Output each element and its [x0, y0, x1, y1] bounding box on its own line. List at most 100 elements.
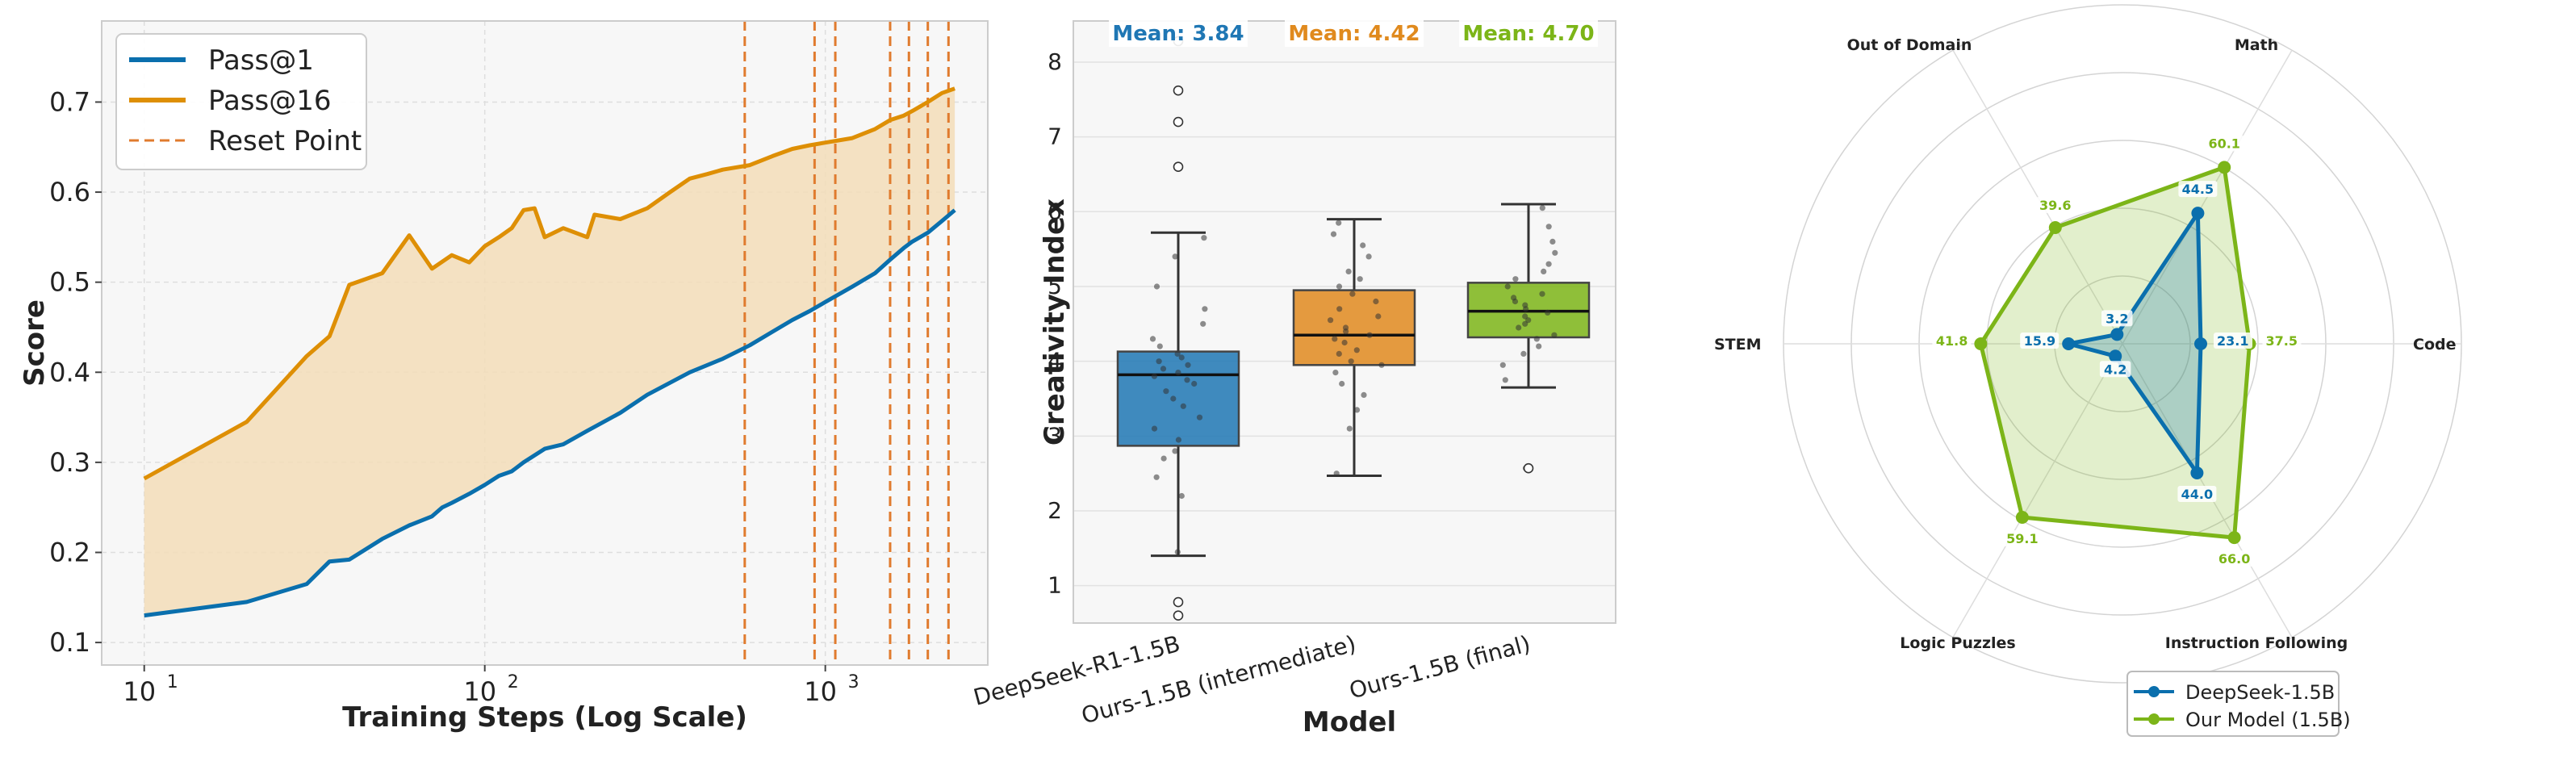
radar-category-labels: Math Code Instruction Following Logic Puzzl…	[1714, 36, 2456, 652]
data-point	[1184, 377, 1190, 383]
radar-legend-deepseek-label: DeepSeek-1.5B	[2185, 681, 2335, 704]
radar-category-label: Logic Puzzles	[1900, 634, 2015, 652]
data-point	[1178, 492, 1185, 500]
x-tick-label: 10	[123, 676, 156, 707]
data-point	[1201, 235, 1207, 241]
radar-chart-panel: Math Code Instruction Following Logic Puzzl…	[1714, 4, 2462, 737]
data-point	[1353, 407, 1361, 413]
data-point	[1549, 238, 1556, 245]
legend-pass1-label: Pass@1	[208, 44, 314, 77]
radar-value-bg	[2099, 361, 2131, 378]
data-point	[1336, 306, 1343, 312]
box-plot-y-ticks: 1 2 3 4 5 6 7 8	[1048, 48, 1062, 599]
data-point	[1191, 380, 1198, 387]
radar-spoke	[1952, 343, 2123, 638]
data-point	[1511, 295, 1517, 301]
data-point	[1346, 425, 1353, 432]
y-tick-label: 0.4	[49, 357, 90, 387]
data-point	[1360, 242, 1366, 249]
line-chart-x-label: Training Steps (Log Scale)	[342, 701, 747, 734]
data-point	[1336, 283, 1343, 290]
data-point	[1333, 471, 1340, 477]
y-tick-label: 0.6	[49, 177, 90, 207]
data-point	[1353, 347, 1360, 353]
deepseek-point	[2194, 337, 2207, 350]
x-tick-label: 10	[804, 676, 837, 707]
data-point	[1178, 354, 1185, 361]
data-point	[1336, 350, 1342, 357]
y-tick-label: 4	[1048, 348, 1062, 374]
data-point	[1200, 320, 1206, 327]
deepseek-value-label: 23.1	[2217, 333, 2248, 349]
data-point	[1336, 220, 1342, 226]
mean-label: Mean: 4.42	[1288, 22, 1420, 46]
ours-point	[2048, 221, 2062, 234]
data-point	[1539, 205, 1545, 211]
pass-gap-fill	[144, 88, 956, 616]
y-tick-label: 0.5	[49, 267, 90, 298]
legend-box	[115, 33, 367, 170]
ours-value-label: 37.5	[2266, 333, 2298, 349]
line-chart-y-label: Score	[19, 299, 51, 387]
data-point	[1153, 474, 1160, 480]
legend-pass16-label: Pass@16	[208, 85, 332, 117]
data-point	[1160, 455, 1167, 462]
deepseek-value-label: 44.0	[2181, 487, 2213, 502]
radar-category-label: Out of Domain	[1847, 36, 1972, 54]
data-point	[1499, 362, 1506, 368]
box-plot-boxes	[1116, 36, 1591, 621]
data-point	[1545, 261, 1552, 267]
data-point	[1545, 309, 1551, 316]
outlier-marker	[1173, 116, 1184, 128]
data-point	[1539, 291, 1545, 297]
radar-value-bg	[1932, 333, 1972, 349]
ours-value-label: 59.1	[2006, 531, 2038, 546]
data-point	[1545, 224, 1552, 230]
data-point	[1345, 268, 1352, 274]
data-point	[1502, 377, 1508, 383]
data-point	[1525, 317, 1532, 324]
data-point	[1357, 276, 1363, 282]
data-point	[1330, 231, 1337, 237]
data-point	[1151, 373, 1157, 379]
radar-value-bg	[2035, 197, 2075, 213]
data-point	[1202, 306, 1208, 312]
data-point	[1180, 403, 1186, 409]
deepseek-point	[2191, 207, 2205, 220]
radar-value-bg	[2205, 135, 2244, 152]
radar-value-bg	[2262, 333, 2302, 349]
y-tick-label: 2	[1048, 497, 1062, 524]
data-point	[1172, 448, 1178, 454]
x-tick-label: 10	[463, 676, 496, 707]
ours-point	[2218, 161, 2231, 174]
outlier-marker	[1173, 85, 1184, 96]
radar-category-label: Math	[2235, 36, 2278, 54]
radar-value-bg	[2214, 550, 2254, 567]
data-point	[1163, 388, 1169, 395]
radar-legend: DeepSeek-1.5B Our Model (1.5B)	[2126, 671, 2351, 737]
data-point	[1332, 370, 1339, 376]
outlier-marker	[1173, 596, 1184, 608]
y-tick-label: 3	[1048, 422, 1062, 449]
radar-legend-deepseek-marker	[2148, 686, 2160, 697]
data-point	[1196, 414, 1203, 420]
data-point	[1328, 317, 1334, 324]
deepseek-point	[2062, 337, 2076, 350]
data-point	[1153, 283, 1160, 290]
radar-value-bg	[2214, 333, 2252, 349]
outlier-marker	[1173, 610, 1184, 621]
y-tick-label: 0.2	[49, 537, 90, 567]
radar-value-bg	[2177, 486, 2217, 502]
mean-label: Mean: 3.84	[1112, 22, 1244, 46]
x-tick-exponent: 1	[167, 672, 178, 692]
deepseek-value-label: 44.5	[2182, 182, 2214, 197]
y-tick-label: 7	[1048, 123, 1062, 150]
data-point	[1342, 324, 1349, 331]
box-plot-y-label: Creativity Index	[1039, 199, 1071, 445]
data-point	[1366, 332, 1373, 338]
data-point	[1156, 343, 1163, 349]
radar-value-bg	[2178, 181, 2218, 198]
data-point	[1378, 362, 1385, 368]
x-tick-exponent: 3	[848, 672, 859, 692]
y-tick-label: 0.7	[49, 86, 90, 117]
